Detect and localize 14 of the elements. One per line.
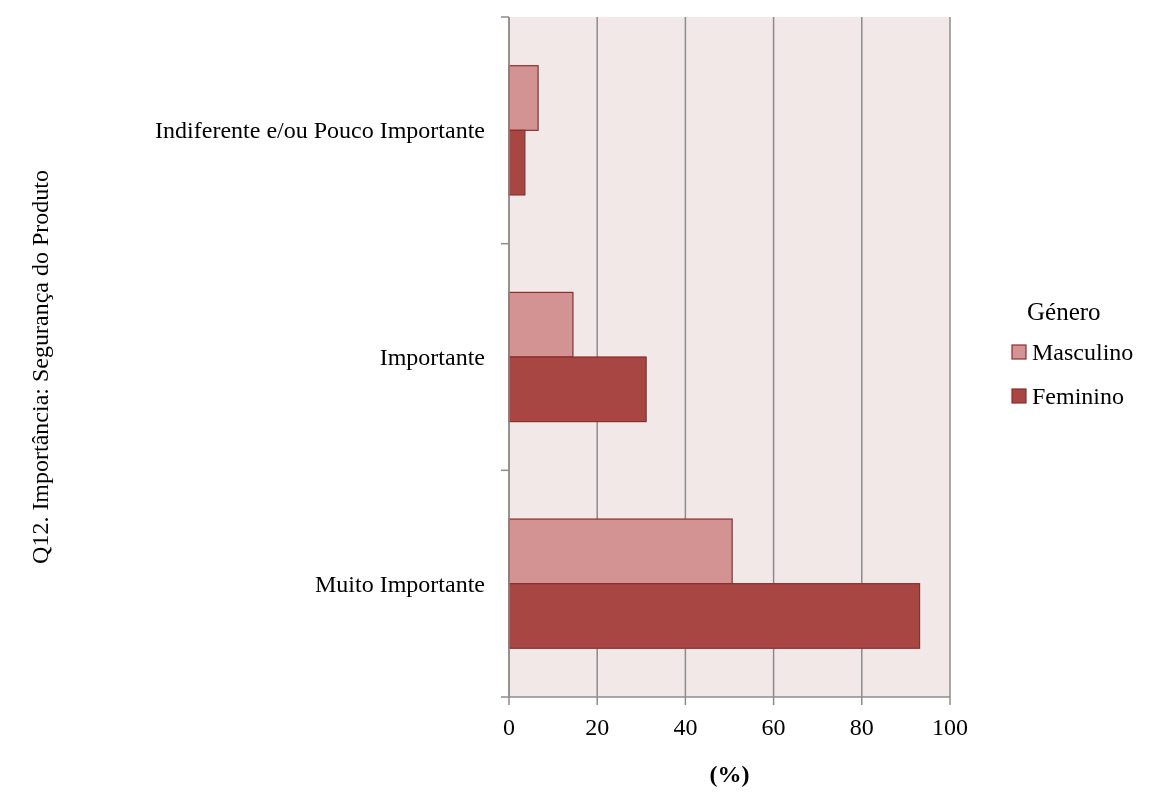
- y-tick-label: Importante: [379, 344, 485, 370]
- x-axis-title: (%): [709, 761, 750, 787]
- legend-label: Feminino: [1032, 383, 1125, 409]
- x-tick-label: 100: [932, 714, 968, 740]
- x-tick-label: 20: [585, 714, 610, 740]
- x-tick-label: 40: [673, 714, 698, 740]
- legend-title: Género: [1027, 298, 1101, 325]
- x-tick-label: 80: [849, 714, 874, 740]
- legend-label: Masculino: [1032, 339, 1134, 365]
- y-axis-title: Q12. Importância: Segurança do Produto: [27, 170, 53, 564]
- x-tick-label: 0: [503, 714, 515, 740]
- y-tick-label: Muito Importante: [315, 570, 485, 597]
- y-tick-label: Indiferente e/ou Pouco Importante: [155, 117, 485, 144]
- x-tick-label: 60: [761, 714, 786, 740]
